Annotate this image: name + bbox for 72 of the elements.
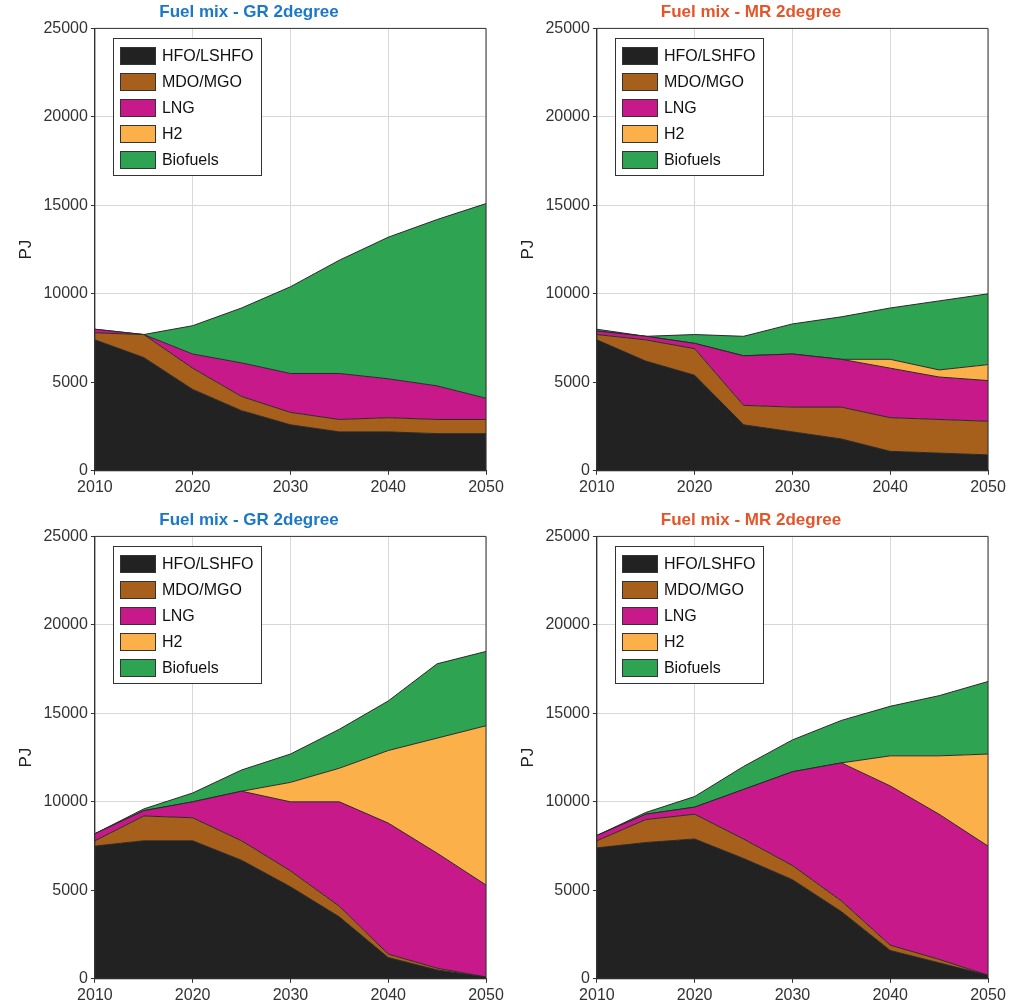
x-tick-label: 2050 (468, 477, 504, 495)
x-tick-label: 2010 (579, 985, 615, 1003)
x-tick-label: 2020 (174, 477, 211, 495)
y-tick-label: 10000 (545, 284, 590, 302)
y-axis-title: PJ (517, 747, 537, 768)
y-tick-label: 20000 (545, 615, 590, 633)
chart-title: Fuel mix - MR 2degree (660, 1, 842, 21)
x-tick-label: 2030 (272, 985, 309, 1003)
y-tick-label: 0 (580, 969, 590, 987)
y-axis-title: PJ (517, 239, 537, 260)
y-tick-label: 0 (78, 461, 88, 479)
y-tick-label: 25000 (43, 526, 88, 544)
legend-label: MDO/MGO (161, 581, 242, 600)
legend-label: LNG (663, 99, 697, 118)
y-tick-label: 25000 (545, 18, 590, 36)
legend-label: Biofuels (663, 659, 721, 678)
y-tick-label: 10000 (43, 792, 88, 810)
y-tick-label: 0 (580, 461, 590, 479)
y-tick-label: 5000 (554, 372, 590, 390)
x-tick-label: 2050 (970, 985, 1006, 1003)
x-tick-label: 2040 (872, 985, 909, 1003)
x-tick-label: 2020 (174, 985, 211, 1003)
y-axis-title: PJ (15, 747, 35, 768)
y-tick-label: 5000 (52, 372, 88, 390)
legend-label: HFO/LSHFO (663, 555, 756, 574)
legend-label: H2 (663, 125, 685, 144)
y-tick-label: 5000 (554, 880, 590, 898)
legend-label: H2 (161, 633, 183, 652)
x-tick-label: 2030 (774, 477, 811, 495)
legend-label: MDO/MGO (663, 581, 744, 600)
legend-label: H2 (161, 125, 183, 144)
x-tick-label: 2030 (774, 985, 811, 1003)
legend-label: HFO/LSHFO (663, 47, 756, 66)
x-tick-label: 2020 (676, 477, 713, 495)
y-tick-label: 10000 (43, 284, 88, 302)
x-tick-label: 2010 (77, 985, 113, 1003)
legend-label: LNG (663, 607, 697, 626)
legend-label: Biofuels (161, 151, 219, 170)
legend-label: LNG (161, 99, 195, 118)
y-tick-label: 0 (78, 969, 88, 987)
y-axis-title: PJ (15, 239, 35, 260)
legend-label: HFO/LSHFO (161, 555, 254, 574)
y-tick-label: 25000 (545, 526, 590, 544)
legend-label: MDO/MGO (161, 73, 242, 92)
x-tick-label: 2030 (272, 477, 309, 495)
legend-label: LNG (161, 607, 195, 626)
y-tick-label: 15000 (545, 195, 590, 213)
x-tick-label: 2010 (77, 477, 113, 495)
y-tick-label: 15000 (43, 195, 88, 213)
y-tick-label: 20000 (43, 107, 88, 125)
x-tick-label: 2040 (370, 477, 407, 495)
y-tick-label: 15000 (43, 703, 88, 721)
legend-label: Biofuels (161, 659, 219, 678)
y-tick-label: 10000 (545, 792, 590, 810)
y-tick-label: 5000 (52, 880, 88, 898)
x-tick-label: 2010 (579, 477, 615, 495)
legend-label: Biofuels (663, 151, 721, 170)
y-tick-label: 20000 (545, 107, 590, 125)
legend-label: H2 (663, 633, 685, 652)
y-tick-label: 15000 (545, 703, 590, 721)
x-tick-label: 2040 (872, 477, 909, 495)
x-tick-label: 2050 (970, 477, 1006, 495)
legend-label: MDO/MGO (663, 73, 744, 92)
x-tick-label: 2040 (370, 985, 407, 1003)
y-tick-label: 20000 (43, 615, 88, 633)
chart-title: Fuel mix - GR 2degree (159, 509, 339, 529)
x-tick-label: 2050 (468, 985, 504, 1003)
chart-title: Fuel mix - MR 2degree (660, 509, 842, 529)
legend-label: HFO/LSHFO (161, 47, 254, 66)
x-tick-label: 2020 (676, 985, 713, 1003)
y-tick-label: 25000 (43, 18, 88, 36)
chart-title: Fuel mix - GR 2degree (159, 1, 339, 21)
